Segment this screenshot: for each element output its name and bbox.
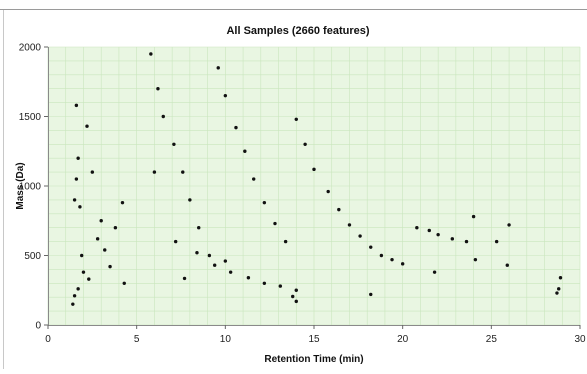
data-point — [347, 223, 352, 227]
data-point — [76, 287, 80, 291]
data-point — [149, 52, 153, 56]
data-point — [216, 66, 220, 70]
x-tick-label: 20 — [397, 334, 409, 345]
y-tick-label: 500 — [24, 251, 41, 262]
data-point — [90, 170, 95, 174]
data-point — [262, 200, 267, 205]
data-points — [71, 52, 563, 306]
data-point — [243, 149, 247, 153]
data-point — [76, 156, 80, 160]
data-point — [72, 294, 77, 298]
data-point — [390, 257, 394, 262]
data-point — [337, 207, 341, 212]
grid-layer — [47, 46, 581, 326]
data-point — [188, 198, 192, 202]
data-point — [95, 237, 100, 241]
x-tick-label: 15 — [308, 334, 320, 345]
data-point — [369, 245, 373, 249]
data-point — [71, 302, 75, 306]
data-point — [122, 281, 126, 285]
data-point — [223, 93, 228, 98]
data-point — [120, 200, 125, 205]
data-point — [471, 214, 476, 219]
data-point — [99, 219, 103, 223]
data-point — [557, 287, 561, 291]
data-point — [228, 270, 233, 274]
data-point — [181, 170, 185, 174]
data-point — [283, 239, 288, 244]
data-point — [358, 234, 362, 238]
data-point — [195, 251, 199, 255]
chart-title: All Samples (2660 features) — [226, 25, 369, 37]
data-point — [85, 124, 89, 128]
data-point — [81, 270, 86, 274]
data-point — [326, 189, 330, 194]
y-tick-label: 0 — [35, 321, 41, 332]
data-point — [505, 263, 509, 267]
data-point — [156, 87, 160, 91]
x-tick-label: 25 — [486, 334, 498, 345]
data-point — [262, 281, 267, 285]
data-point — [79, 253, 84, 258]
data-point — [555, 291, 559, 295]
data-point — [207, 253, 212, 258]
data-point — [558, 276, 563, 280]
data-point — [427, 228, 431, 233]
data-point — [182, 276, 187, 281]
data-point — [379, 253, 384, 258]
data-point — [161, 114, 165, 119]
x-tick-label: 10 — [220, 334, 232, 345]
data-point — [312, 167, 316, 172]
data-point — [294, 117, 298, 121]
data-point — [246, 276, 251, 280]
data-point — [103, 248, 107, 252]
data-point — [436, 232, 440, 237]
data-point — [291, 294, 295, 299]
data-point — [432, 270, 437, 274]
data-point — [113, 226, 118, 230]
data-point — [450, 237, 455, 241]
data-point — [494, 239, 499, 244]
data-point — [273, 221, 277, 226]
data-point — [152, 170, 157, 174]
x-tick-label: 0 — [45, 334, 51, 345]
x-tick-label: 5 — [134, 334, 140, 345]
data-point — [172, 142, 176, 146]
data-point — [223, 259, 228, 263]
x-axis-label: Retention Time (min) — [264, 354, 363, 365]
data-point — [87, 277, 91, 281]
data-point — [464, 239, 469, 244]
data-point — [294, 299, 298, 304]
y-tick-label: 2000 — [19, 43, 42, 54]
data-point — [212, 263, 217, 267]
data-point — [173, 239, 178, 244]
data-point — [72, 198, 77, 202]
data-point — [507, 223, 511, 227]
data-point — [400, 262, 405, 266]
tick-layer: 0 5 10 15 20 25 30 0 500 1000 1500 2000 — [19, 43, 586, 346]
y-axis-label: Mass (Da) — [15, 162, 26, 209]
x-tick-label: 30 — [574, 334, 586, 345]
data-point — [303, 142, 307, 146]
data-point — [74, 177, 79, 181]
data-point — [252, 177, 256, 181]
data-point — [294, 288, 298, 292]
data-point — [473, 257, 478, 262]
y-tick-label: 1500 — [19, 112, 42, 123]
data-point — [108, 264, 112, 269]
data-point — [415, 226, 419, 230]
data-point — [234, 125, 238, 130]
y-tick-label: 1000 — [19, 182, 42, 193]
data-point — [74, 103, 79, 108]
data-point — [78, 205, 82, 209]
data-point — [369, 292, 373, 297]
data-point — [197, 226, 201, 230]
data-point — [278, 284, 283, 288]
